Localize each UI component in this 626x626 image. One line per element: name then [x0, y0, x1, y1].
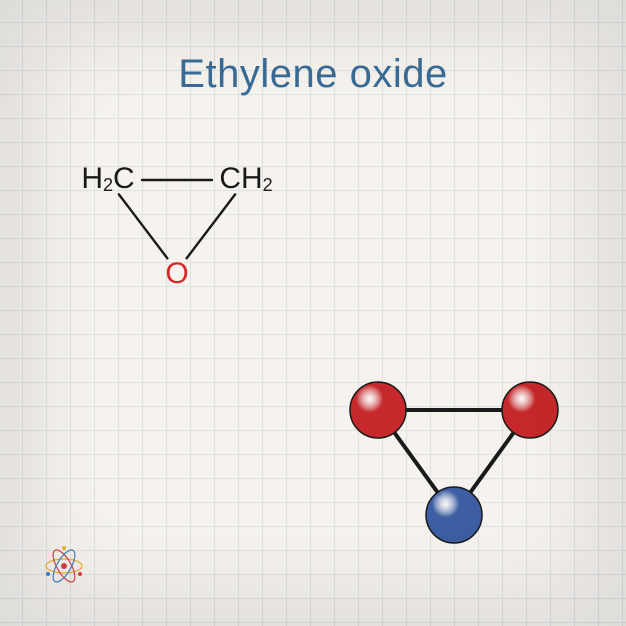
ball-and-stick-model	[340, 370, 570, 550]
structural-formula: H2C CH2 O	[62, 150, 292, 320]
svg-text:O: O	[165, 257, 188, 290]
compound-title: Ethylene oxide	[0, 52, 626, 97]
svg-text:CH2: CH2	[219, 162, 272, 195]
atom-icon	[40, 542, 88, 590]
svg-text:H2C: H2C	[81, 162, 134, 195]
diagram-canvas: Ethylene oxide H2C CH2 O	[0, 0, 626, 626]
